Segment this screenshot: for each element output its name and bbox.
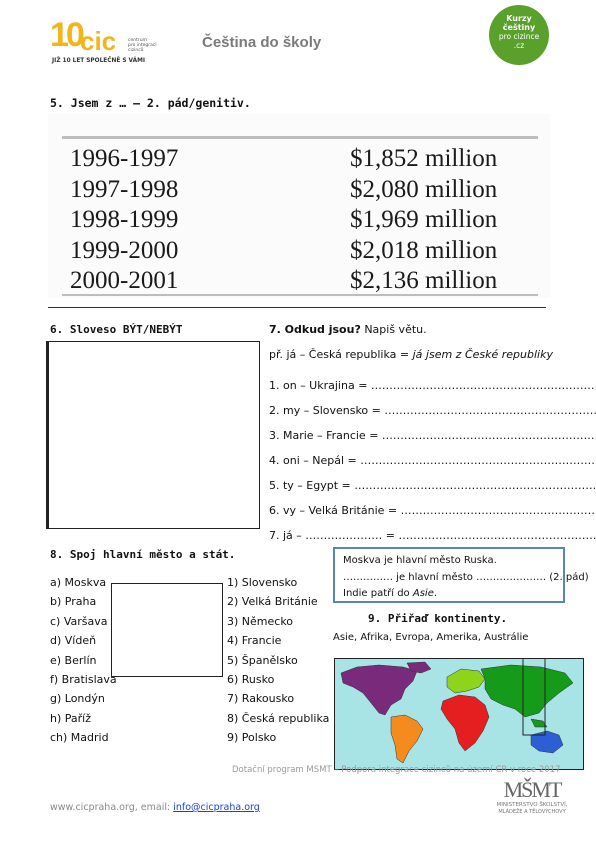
- funding-program-text: Dotační program MŠMT – Podpora integrace…: [232, 765, 562, 775]
- table-row: 1997-1998 $2,080 million: [70, 175, 540, 206]
- city-item: b) Praha: [50, 592, 117, 611]
- state-item: 4) Francie: [227, 631, 329, 650]
- section-divider: [48, 307, 546, 308]
- section9-heading: 9. Přiřaď kontinenty.: [368, 612, 507, 625]
- world-map-svg: [335, 659, 583, 769]
- table-row: 1999-2000 $2,018 million: [70, 236, 540, 267]
- example-prefix: př. já – Česká republika =: [269, 348, 413, 361]
- city-item: c) Varšava: [50, 612, 117, 631]
- amount-cell: $2,080 million: [350, 175, 497, 206]
- ministry-line: MLÁDEŽE A TĚLOVÝCHOVY: [484, 809, 580, 816]
- info-line: Moskva je hlavní město Ruska.: [343, 553, 563, 570]
- info-line: …………… je hlavní město ………………… (2. pád): [343, 570, 563, 587]
- info-text: Indie patří do: [343, 588, 413, 599]
- year-cell: 1997-1998: [70, 175, 178, 206]
- budget-table-image: 1996-1997 $1,852 million 1997-1998 $2,08…: [48, 114, 550, 298]
- city-item: a) Moskva: [50, 573, 117, 592]
- table-row: 1996-1997 $1,852 million: [70, 144, 540, 175]
- email-link[interactable]: info@cicpraha.org: [173, 802, 260, 813]
- city-list: a) Moskva b) Praha c) Varšava d) Vídeň e…: [50, 573, 117, 748]
- state-item: 8) Česká republika: [227, 709, 329, 728]
- exercise-line: 1. on – Ukrajina = ………………………………………………………: [269, 373, 596, 398]
- cic-logo: 10 cic centrum pro integraci cizinců JIŽ…: [50, 18, 160, 70]
- exercise-line: 7. já – ………………… = …………………………………………………..: [269, 523, 596, 548]
- exercise-line: 2. my – Slovensko = ………………………………………………….: [269, 398, 596, 423]
- continent-word-list: Asie, Afrika, Evropa, Amerika, Austrálie: [333, 632, 528, 643]
- state-item: 2) Velká Británie: [227, 592, 329, 611]
- footer-contact: www.cicpraha.org, email: info@cicpraha.o…: [50, 802, 260, 813]
- msmt-logo: MŠMT MINISTERSTVO ŠKOLSTVÍ, MLÁDEŽE A TĚ…: [484, 778, 580, 828]
- exercise-line: 5. ty – Egypt = …………………………………………………………..: [269, 473, 596, 498]
- amount-cell: $1,969 million: [350, 205, 497, 236]
- page-title: Čeština do školy: [202, 34, 321, 51]
- logo-number: 10: [50, 16, 82, 55]
- section7-heading: 7. Odkud jsou? Napiš větu.: [269, 323, 427, 336]
- city-item: d) Vídeň: [50, 631, 117, 650]
- section7-heading-rest: Napiš větu.: [361, 323, 427, 336]
- info-text: .: [434, 588, 437, 599]
- info-word: Asie: [413, 588, 434, 599]
- state-item: 7) Rakousko: [227, 689, 329, 708]
- byt-nebyt-image-placeholder: [46, 341, 260, 529]
- state-item: 1) Slovensko: [227, 573, 329, 592]
- amount-cell: $2,018 million: [350, 236, 497, 267]
- section5-heading: 5. Jsem z … – 2. pád/genitiv.: [50, 96, 251, 110]
- state-list: 1) Slovensko 2) Velká Británie 3) Německ…: [227, 573, 329, 748]
- world-map: [334, 658, 584, 770]
- state-item: 9) Polsko: [227, 728, 329, 747]
- example-answer: já jsem z České republiky: [413, 348, 553, 361]
- section7-example: př. já – Česká republika = já jsem z Čes…: [269, 348, 553, 361]
- matching-box: [111, 583, 223, 677]
- table-row: 2000-2001 $2,136 million: [70, 266, 540, 297]
- section6-heading: 6. Sloveso BÝT/NEBÝT: [50, 323, 182, 336]
- state-item: 6) Rusko: [227, 670, 329, 689]
- section8-heading: 8. Spoj hlavní město a stát.: [50, 548, 235, 561]
- year-cell: 1999-2000: [70, 236, 178, 267]
- table-top-rule: [62, 136, 538, 139]
- capital-info-box: Moskva je hlavní město Ruska. …………… je h…: [333, 547, 565, 603]
- city-item: ch) Madrid: [50, 728, 117, 747]
- city-item: f) Bratislava: [50, 670, 117, 689]
- logo-tag-line: cizinců: [128, 48, 157, 53]
- exercise-line: 4. oni – Nepál = ……………………………………………………………: [269, 448, 596, 473]
- table-row: 1998-1999 $1,969 million: [70, 205, 540, 236]
- city-item: h) Paříž: [50, 709, 117, 728]
- city-item: g) Londýn: [50, 689, 117, 708]
- section7-lines: 1. on – Ukrajina = …………………………………………………………: [269, 373, 596, 548]
- logo-letters: cic: [80, 26, 116, 57]
- badge-line: češtiny: [489, 23, 549, 32]
- exercise-line: 6. vy – Velká Británie = …………………………………………: [269, 498, 596, 523]
- city-item: e) Berlín: [50, 651, 117, 670]
- year-cell: 2000-2001: [70, 266, 178, 297]
- badge-line: Kurzy: [489, 14, 549, 23]
- kurzy-badge: Kurzy češtiny pro cizince .cz: [489, 5, 549, 65]
- msmt-emblem-icon: MŠMT: [484, 778, 580, 802]
- state-item: 3) Německo: [227, 612, 329, 631]
- exercise-line: 3. Marie – Francie = ……………………………………………………: [269, 423, 596, 448]
- amount-cell: $1,852 million: [350, 144, 497, 175]
- amount-cell: $2,136 million: [350, 266, 497, 297]
- logo-tagline: centrum pro integraci cizinců: [128, 38, 157, 53]
- badge-line: pro cizince: [489, 32, 549, 41]
- section7-heading-bold: 7. Odkud jsou?: [269, 323, 361, 336]
- footer-web: www.cicpraha.org, email:: [50, 802, 173, 813]
- logo-caption: JIŽ 10 LET SPOLEČNĚ S VÁMI: [52, 58, 145, 64]
- info-line: Indie patří do Asie.: [343, 586, 563, 603]
- state-item: 5) Španělsko: [227, 651, 329, 670]
- year-cell: 1996-1997: [70, 144, 178, 175]
- ministry-line: MINISTERSTVO ŠKOLSTVÍ,: [484, 802, 580, 809]
- year-cell: 1998-1999: [70, 205, 178, 236]
- badge-line: .cz: [489, 41, 549, 50]
- table-rows: 1996-1997 $1,852 million 1997-1998 $2,08…: [70, 144, 540, 297]
